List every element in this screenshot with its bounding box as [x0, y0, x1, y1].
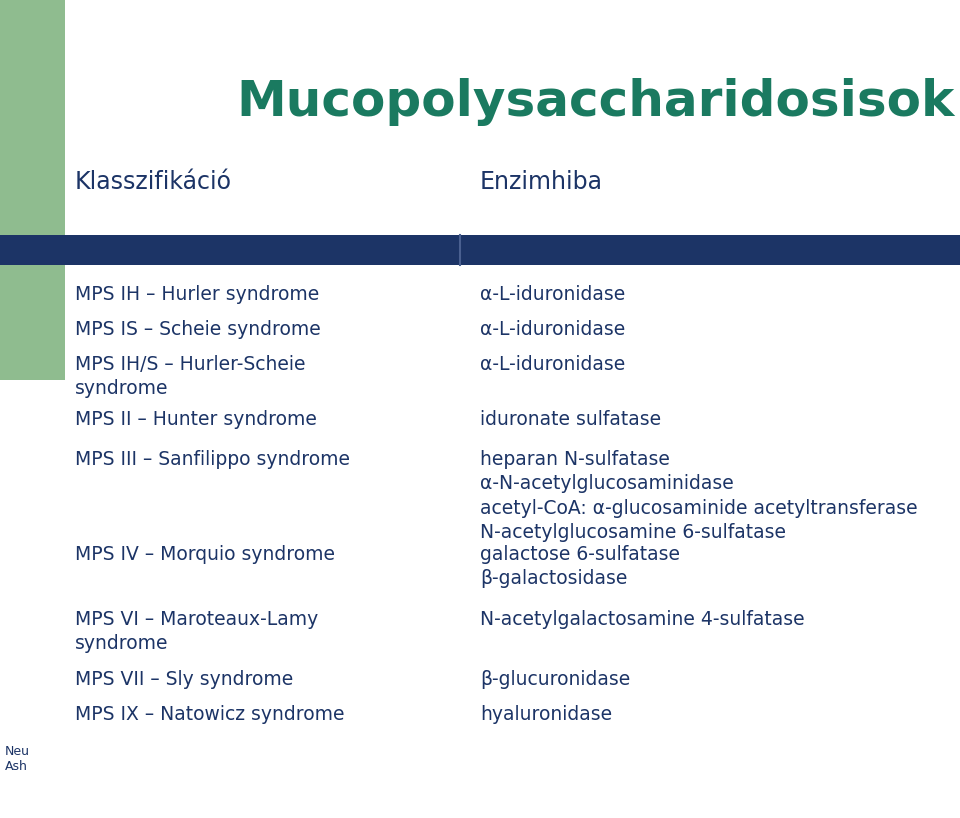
Text: Neu
Ash: Neu Ash	[5, 745, 30, 773]
Bar	[0, 0, 65, 490]
Text: MPS IH – Hurler syndrome: MPS IH – Hurler syndrome	[75, 285, 320, 304]
Text: MPS II – Hunter syndrome: MPS II – Hunter syndrome	[75, 410, 317, 429]
Text: β-glucuronidase: β-glucuronidase	[480, 670, 631, 689]
Text: hyaluronidase: hyaluronidase	[480, 705, 612, 724]
FancyBboxPatch shape	[0, 380, 80, 520]
Text: MPS VII – Sly syndrome: MPS VII – Sly syndrome	[75, 670, 293, 689]
Bar	[0, 235, 960, 265]
Text: MPS IS – Scheie syndrome: MPS IS – Scheie syndrome	[75, 320, 321, 339]
Text: iduronate sulfatase: iduronate sulfatase	[480, 410, 661, 429]
Text: α-L-iduronidase: α-L-iduronidase	[480, 285, 625, 304]
Text: MPS IX – Natowicz syndrome: MPS IX – Natowicz syndrome	[75, 705, 345, 724]
Text: MPS III – Sanfilippo syndrome: MPS III – Sanfilippo syndrome	[75, 450, 350, 469]
Text: N-acetylgalactosamine 4-sulfatase: N-acetylgalactosamine 4-sulfatase	[480, 610, 804, 629]
Text: α-L-iduronidase: α-L-iduronidase	[480, 320, 625, 339]
Text: MPS IH/S – Hurler-Scheie
syndrome: MPS IH/S – Hurler-Scheie syndrome	[75, 355, 305, 398]
Text: MPS VI – Maroteaux-Lamy
syndrome: MPS VI – Maroteaux-Lamy syndrome	[75, 610, 319, 654]
Text: Mucopolysaccharidosisok: Mucopolysaccharidosisok	[236, 78, 955, 126]
Text: Klasszifikáció: Klasszifikáció	[75, 170, 232, 194]
Text: galactose 6-sulfatase
β-galactosidase: galactose 6-sulfatase β-galactosidase	[480, 545, 680, 588]
Text: Enzimhiba: Enzimhiba	[480, 170, 603, 194]
Text: heparan N-sulfatase
α-N-acetylglucosaminidase
acetyl-CoA: α-glucosaminide acetyl: heparan N-sulfatase α-N-acetylglucosamin…	[480, 450, 918, 542]
Text: MPS IV – Morquio syndrome: MPS IV – Morquio syndrome	[75, 545, 335, 564]
Text: α-L-iduronidase: α-L-iduronidase	[480, 355, 625, 374]
